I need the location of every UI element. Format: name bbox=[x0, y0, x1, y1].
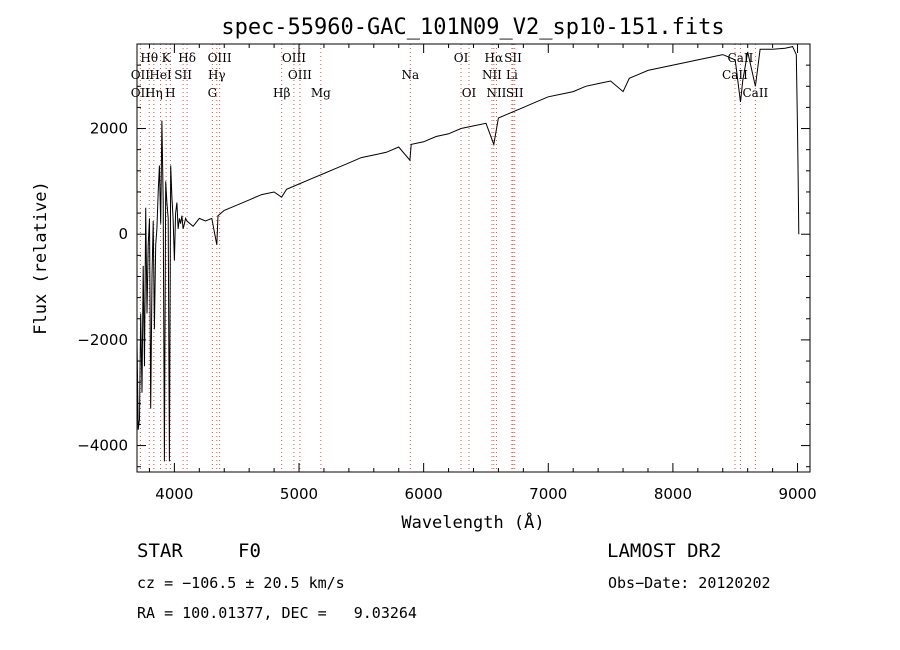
y-tick-label: −4000 bbox=[77, 437, 128, 455]
line-label: Hθ bbox=[140, 51, 158, 65]
line-label: SII bbox=[174, 68, 192, 82]
line-label: OIII bbox=[288, 68, 312, 82]
line-label: Hη bbox=[145, 86, 163, 100]
plot-frame bbox=[136, 43, 811, 473]
obs-date: Obs−Date: 20120202 bbox=[608, 574, 771, 592]
line-label: CaII bbox=[722, 68, 748, 82]
x-tick-label: 9000 bbox=[778, 485, 816, 503]
x-tick-label: 4000 bbox=[155, 485, 193, 503]
x-tick-label: 5000 bbox=[280, 485, 318, 503]
line-label: G bbox=[208, 86, 218, 100]
object-class: STAR bbox=[137, 540, 183, 562]
chart-title: spec-55960-GAC_101N09_V2_sp10-151.fits bbox=[221, 15, 724, 40]
line-label: SII bbox=[504, 51, 522, 65]
object-subclass: F0 bbox=[238, 540, 261, 562]
coordinates: RA = 100.01377, DEC = 9.03264 bbox=[137, 604, 417, 622]
y-axis-label: Flux (relative) bbox=[31, 181, 51, 335]
redshift-cz: cz = −106.5 ± 20.5 km/s bbox=[137, 574, 345, 592]
line-label: CaII bbox=[742, 86, 768, 100]
line-label: NII bbox=[482, 68, 502, 82]
x-tick-label: 6000 bbox=[405, 485, 443, 503]
line-label: OI bbox=[454, 51, 469, 65]
y-tick-label: 2000 bbox=[90, 120, 128, 138]
line-label: Na bbox=[401, 68, 419, 82]
line-markers bbox=[139, 44, 756, 472]
y-axis: 2000 0 −2000 −4000 bbox=[77, 64, 810, 468]
line-label: Hβ bbox=[273, 86, 290, 100]
line-label: SII bbox=[506, 86, 524, 100]
line-label: OIII bbox=[282, 51, 306, 65]
line-label: K bbox=[162, 51, 172, 65]
y-tick-label: 0 bbox=[118, 225, 128, 243]
line-label: H bbox=[165, 86, 175, 100]
x-axis: 4000 5000 6000 7000 8000 9000 bbox=[148, 44, 817, 503]
x-tick-label: 8000 bbox=[654, 485, 692, 503]
line-label: OII bbox=[131, 68, 151, 82]
y-tick-label: −2000 bbox=[77, 331, 128, 349]
x-tick-label: 7000 bbox=[529, 485, 567, 503]
survey-name: LAMOST DR2 bbox=[607, 540, 722, 562]
spectrum-line bbox=[136, 46, 800, 462]
line-label: OI bbox=[462, 86, 477, 100]
line-label: Hδ bbox=[178, 51, 196, 65]
line-label: HeI bbox=[149, 68, 172, 82]
line-label: OIII bbox=[208, 51, 232, 65]
line-label: Hα bbox=[485, 51, 504, 65]
x-axis-label: Wavelength (Å) bbox=[401, 511, 544, 533]
line-label: Li bbox=[506, 68, 518, 82]
line-label: OII bbox=[131, 86, 151, 100]
line-label: NII bbox=[486, 86, 506, 100]
line-label: Hγ bbox=[208, 68, 226, 82]
line-label: Mg bbox=[311, 86, 331, 100]
